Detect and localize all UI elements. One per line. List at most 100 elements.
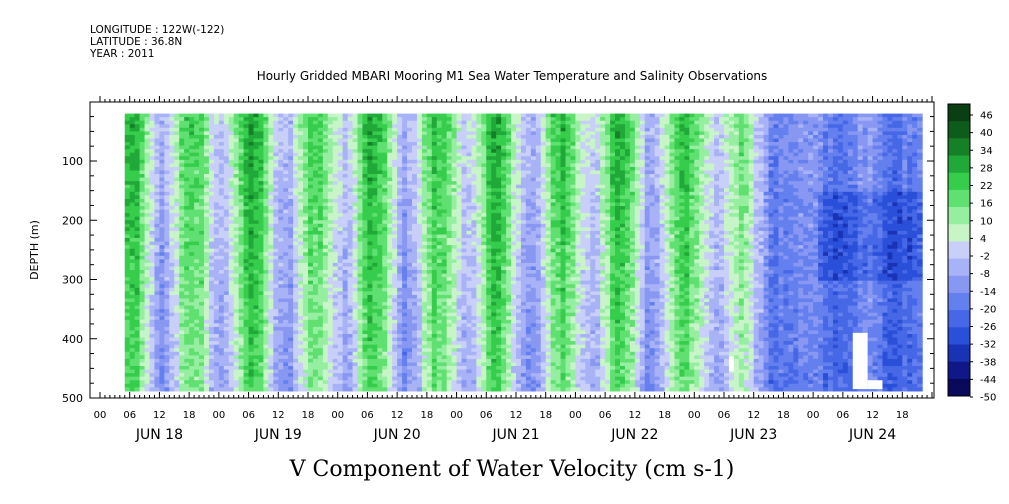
heatmap-cell xyxy=(407,362,413,367)
heatmap-cell xyxy=(332,273,339,278)
heatmap-cell xyxy=(169,163,175,168)
heatmap-cell xyxy=(332,255,339,260)
heatmap-cell xyxy=(367,152,373,157)
heatmap-cell xyxy=(317,366,324,371)
heatmap-cell xyxy=(258,294,265,300)
heatmap-cell xyxy=(149,198,156,204)
heatmap-cell xyxy=(322,174,329,179)
heatmap-cell xyxy=(367,277,373,282)
heatmap-cell xyxy=(169,174,175,179)
heatmap-cell xyxy=(164,223,170,228)
heatmap-cell xyxy=(154,163,161,168)
heatmap-cell xyxy=(377,376,383,381)
heatmap-cell xyxy=(149,309,156,314)
heatmap-cell xyxy=(308,302,314,307)
heatmap-cell xyxy=(208,234,215,239)
heatmap-cell xyxy=(382,319,388,324)
heatmap-cell xyxy=(372,326,378,332)
heatmap-cell xyxy=(436,337,443,342)
heatmap-cell xyxy=(238,298,245,303)
heatmap-cell xyxy=(139,337,146,342)
heatmap-cell xyxy=(308,316,314,321)
heatmap-cell xyxy=(169,344,175,349)
heatmap-cell xyxy=(352,273,359,278)
heatmap-cell xyxy=(263,127,269,132)
heatmap-cell xyxy=(377,337,383,342)
heatmap-cell xyxy=(392,291,398,296)
heatmap-cell xyxy=(134,234,141,239)
heatmap-cell xyxy=(139,166,146,172)
heatmap-cell xyxy=(377,312,383,317)
heatmap-cell xyxy=(258,220,265,225)
heatmap-cell xyxy=(392,358,398,364)
heatmap-cell xyxy=(431,291,438,296)
heatmap-cell xyxy=(159,142,165,147)
heatmap-cell xyxy=(372,120,378,125)
heatmap-cell xyxy=(278,302,284,307)
heatmap-cell xyxy=(372,373,378,378)
heatmap-cell xyxy=(184,316,190,321)
heatmap-cell xyxy=(372,376,378,381)
heatmap-cell xyxy=(312,202,319,207)
heatmap-cell xyxy=(253,323,260,328)
heatmap-cell xyxy=(407,248,413,253)
heatmap-cell xyxy=(397,188,403,193)
heatmap-cell xyxy=(278,323,284,328)
heatmap-cell xyxy=(416,181,423,186)
heatmap-cell xyxy=(223,213,230,218)
heatmap-cell xyxy=(308,252,314,257)
heatmap-cell xyxy=(372,202,378,207)
heatmap-cell xyxy=(372,220,378,225)
heatmap-cell xyxy=(189,273,195,278)
heatmap-cell xyxy=(402,227,408,232)
heatmap-cell xyxy=(208,326,215,332)
heatmap-cell xyxy=(218,351,225,356)
heatmap-cell xyxy=(273,166,279,172)
heatmap-cell xyxy=(407,348,413,353)
heatmap-cell xyxy=(253,223,260,228)
heatmap-cell xyxy=(194,198,200,204)
heatmap-cell xyxy=(332,351,339,356)
heatmap-cell xyxy=(179,341,185,346)
heatmap-cell xyxy=(392,149,398,154)
heatmap-cell xyxy=(238,245,245,250)
heatmap-cell xyxy=(327,373,334,378)
heatmap-cell xyxy=(248,287,255,292)
heatmap-cell xyxy=(243,170,250,175)
heatmap-cell xyxy=(407,337,413,342)
heatmap-cell xyxy=(357,149,364,154)
heatmap-cell xyxy=(392,252,398,257)
heatmap-cell xyxy=(243,262,250,268)
heatmap-cell xyxy=(367,323,373,328)
heatmap-cell xyxy=(139,373,146,378)
heatmap-cell xyxy=(337,326,344,332)
heatmap-cell xyxy=(184,163,190,168)
heatmap-cell xyxy=(253,174,260,179)
heatmap-cell xyxy=(149,252,156,257)
heatmap-cell xyxy=(164,159,170,164)
heatmap-cell xyxy=(194,227,200,232)
heatmap-cell xyxy=(347,316,354,321)
heatmap-cell xyxy=(288,383,294,388)
heatmap-cell xyxy=(382,184,388,189)
heatmap-cell xyxy=(159,280,165,285)
heatmap-cell xyxy=(164,216,170,221)
heatmap-cell xyxy=(436,124,443,129)
heatmap-cell xyxy=(322,213,329,218)
heatmap-cell xyxy=(436,366,443,371)
heatmap-cell xyxy=(402,355,408,360)
heatmap-cell xyxy=(179,319,185,324)
heatmap-cell xyxy=(248,248,255,253)
heatmap-cell xyxy=(194,358,200,364)
heatmap-cell xyxy=(253,270,260,275)
heatmap-cell xyxy=(258,319,265,324)
heatmap-cell xyxy=(416,174,423,179)
heatmap-cell xyxy=(218,277,225,282)
heatmap-cell xyxy=(194,202,200,207)
heatmap-cell xyxy=(149,149,156,154)
heatmap-cell xyxy=(436,145,443,150)
heatmap-cell xyxy=(347,280,354,285)
heatmap-cell xyxy=(337,127,344,132)
heatmap-cell xyxy=(223,252,230,257)
heatmap-cell xyxy=(248,149,255,154)
